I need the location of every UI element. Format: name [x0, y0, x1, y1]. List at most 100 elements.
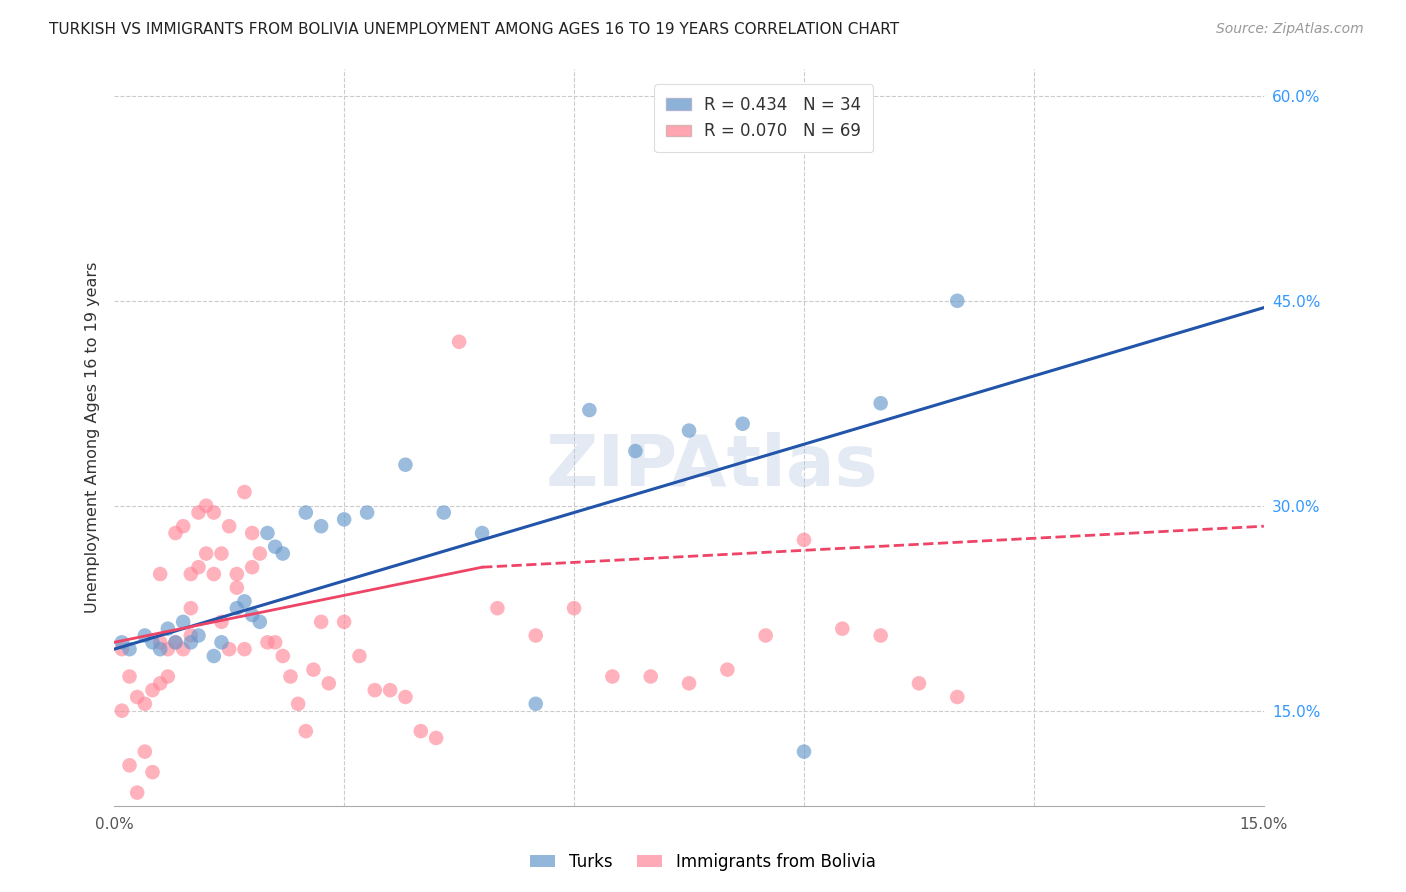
Point [908, 676, 931, 690]
Point [165, 635, 187, 649]
Point [211, 615, 233, 629]
Point [294, 506, 316, 520]
Point [449, 334, 471, 349]
Point [240, 560, 263, 574]
Point [240, 526, 263, 541]
Point [755, 628, 778, 642]
Point [624, 444, 647, 458]
Point [141, 635, 163, 649]
Point [309, 519, 332, 533]
Point [172, 642, 194, 657]
Point [172, 519, 194, 533]
Point [233, 594, 256, 608]
Point [156, 669, 179, 683]
Point [141, 765, 163, 780]
Point [602, 669, 624, 683]
Point [187, 560, 209, 574]
Point [202, 506, 225, 520]
Point [225, 581, 247, 595]
Point [264, 635, 287, 649]
Point [240, 607, 263, 622]
Point [149, 567, 172, 582]
Point [256, 526, 278, 541]
Point [524, 628, 547, 642]
Point [333, 512, 356, 526]
Point [187, 628, 209, 642]
Point [256, 635, 278, 649]
Point [202, 567, 225, 582]
Point [356, 506, 378, 520]
Point [180, 628, 202, 642]
Point [678, 676, 700, 690]
Point [678, 424, 700, 438]
Point [233, 485, 256, 500]
Point [378, 683, 401, 698]
Text: TURKISH VS IMMIGRANTS FROM BOLIVIA UNEMPLOYMENT AMONG AGES 16 TO 19 YEARS CORREL: TURKISH VS IMMIGRANTS FROM BOLIVIA UNEMP… [49, 22, 900, 37]
Point [640, 669, 662, 683]
Point [211, 547, 233, 561]
Point [318, 676, 340, 690]
Point [409, 724, 432, 739]
Point [156, 642, 179, 657]
Point [233, 642, 256, 657]
Point [486, 601, 509, 615]
Point [524, 697, 547, 711]
Point [349, 648, 371, 663]
Point [302, 663, 325, 677]
Point [156, 622, 179, 636]
Point [127, 786, 149, 800]
Point [225, 601, 247, 615]
Point [946, 293, 969, 308]
Text: Source: ZipAtlas.com: Source: ZipAtlas.com [1216, 22, 1364, 37]
Point [165, 635, 187, 649]
Point [211, 635, 233, 649]
Point [218, 642, 240, 657]
Point [134, 745, 156, 759]
Point [271, 547, 294, 561]
Point [127, 690, 149, 704]
Point [195, 547, 218, 561]
Point [111, 635, 134, 649]
Y-axis label: Unemployment Among Ages 16 to 19 years: Unemployment Among Ages 16 to 19 years [86, 261, 100, 613]
Point [180, 567, 202, 582]
Point [280, 669, 302, 683]
Point [287, 697, 309, 711]
Point [869, 628, 891, 642]
Point [731, 417, 754, 431]
Point [187, 506, 209, 520]
Point [149, 642, 172, 657]
Point [562, 601, 585, 615]
Point [141, 683, 163, 698]
Point [309, 615, 332, 629]
Point [264, 540, 287, 554]
Point [394, 690, 416, 704]
Point [364, 683, 387, 698]
Point [118, 642, 141, 657]
Point [180, 635, 202, 649]
Point [471, 526, 494, 541]
Point [149, 676, 172, 690]
Point [333, 615, 356, 629]
Legend: R = 0.434   N = 34, R = 0.070   N = 69: R = 0.434 N = 34, R = 0.070 N = 69 [654, 84, 873, 152]
Point [172, 615, 194, 629]
Point [946, 690, 969, 704]
Point [118, 669, 141, 683]
Point [225, 567, 247, 582]
Point [149, 635, 172, 649]
Point [433, 506, 456, 520]
Point [118, 758, 141, 772]
Point [425, 731, 447, 745]
Text: ZIPAtlas: ZIPAtlas [546, 433, 879, 501]
Point [218, 519, 240, 533]
Point [195, 499, 218, 513]
Point [134, 628, 156, 642]
Point [134, 697, 156, 711]
Point [249, 547, 271, 561]
Point [111, 704, 134, 718]
Point [831, 622, 853, 636]
Point [869, 396, 891, 410]
Point [793, 533, 815, 547]
Point [165, 526, 187, 541]
Point [111, 642, 134, 657]
Point [249, 615, 271, 629]
